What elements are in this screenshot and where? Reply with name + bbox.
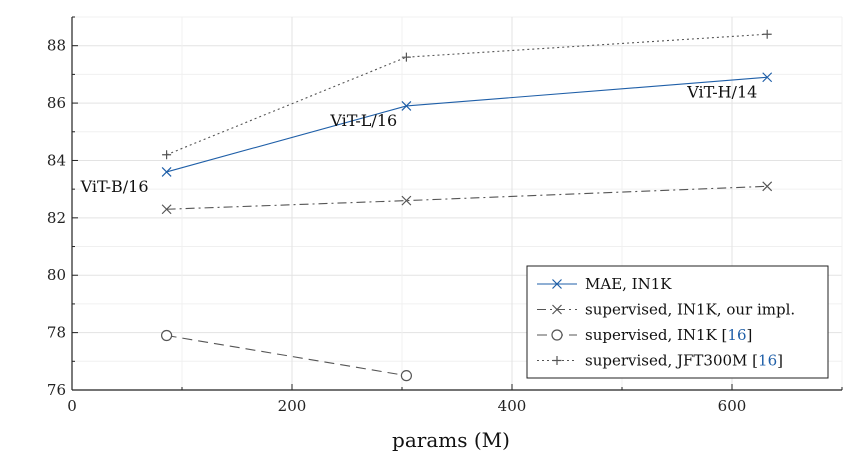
legend-label-part: supervised, JFT300M [ xyxy=(585,352,758,370)
citation-ref: 16 xyxy=(758,352,777,370)
grid xyxy=(71,16,843,391)
legend-marker xyxy=(552,304,562,315)
series-0 xyxy=(161,72,773,177)
data-point xyxy=(401,52,411,62)
data-point xyxy=(161,204,172,215)
series-2 xyxy=(161,329,412,382)
legend-entry-2: supervised, IN1K [16] xyxy=(537,326,752,344)
legend-label: MAE, IN1K xyxy=(585,275,672,293)
x-axis-label: params (M) xyxy=(392,428,510,452)
y-tick-label: 78 xyxy=(47,324,66,342)
x-tick-label: 400 xyxy=(498,397,527,415)
y-tick-label: 84 xyxy=(47,151,66,169)
data-point xyxy=(401,101,412,111)
data-point xyxy=(762,72,773,83)
legend-label: supervised, IN1K, our impl. xyxy=(585,301,795,319)
data-point xyxy=(400,370,412,382)
legend-marker xyxy=(552,279,562,289)
ticks: 76 78 80 82 84 86 88 0 200 400 600 xyxy=(47,16,843,415)
y-tick-label: 86 xyxy=(47,94,66,112)
axes xyxy=(71,17,842,391)
data-point xyxy=(162,150,172,160)
y-tick-label: 82 xyxy=(47,209,66,227)
model-annotation: ViT-L/16 xyxy=(329,111,397,130)
series-1 xyxy=(161,181,773,215)
legend-marker xyxy=(551,329,563,341)
legend-label-part: ] xyxy=(777,352,783,370)
data-point xyxy=(161,329,173,342)
x-tick-label: 600 xyxy=(718,397,747,415)
series-line xyxy=(166,334,407,377)
series-line xyxy=(166,76,768,173)
legend-label: supervised, IN1K [16] xyxy=(585,326,752,344)
legend-entry-3: supervised, JFT300M [16] xyxy=(537,352,783,370)
model-annotation: ViT-B/16 xyxy=(80,177,149,196)
x-tick-label: 200 xyxy=(278,397,307,415)
series-line xyxy=(166,185,768,210)
legend-marker xyxy=(552,356,562,365)
legend-label-part: supervised, IN1K, our impl. xyxy=(585,301,795,319)
legend-label-part: MAE, IN1K xyxy=(585,275,672,293)
y-tick-label: 88 xyxy=(47,37,66,55)
model-annotation: ViT-H/14 xyxy=(686,82,757,101)
data-point xyxy=(762,29,772,39)
citation-ref: 16 xyxy=(727,326,746,344)
legend-label-part: ] xyxy=(747,326,753,344)
y-tick-label: 80 xyxy=(47,266,66,284)
legend-entry-0: MAE, IN1K xyxy=(537,275,672,293)
data-point xyxy=(161,167,172,177)
legend-entry-1: supervised, IN1K, our impl. xyxy=(537,301,795,319)
legend-label: supervised, JFT300M [16] xyxy=(585,352,783,370)
data-point xyxy=(762,181,773,192)
series-line xyxy=(166,33,768,156)
series xyxy=(161,29,773,382)
x-tick-label: 0 xyxy=(67,397,77,415)
legend-label-part: supervised, IN1K [ xyxy=(585,326,727,344)
data-point xyxy=(401,195,412,206)
annotations: ViT-B/16 ViT-L/16 ViT-H/14 xyxy=(80,82,758,196)
series-3 xyxy=(162,29,772,160)
legend: MAE, IN1K supervised, IN1K, our impl. supe… xyxy=(526,265,829,379)
y-tick-label: 76 xyxy=(47,381,66,399)
legend-box xyxy=(526,265,829,379)
